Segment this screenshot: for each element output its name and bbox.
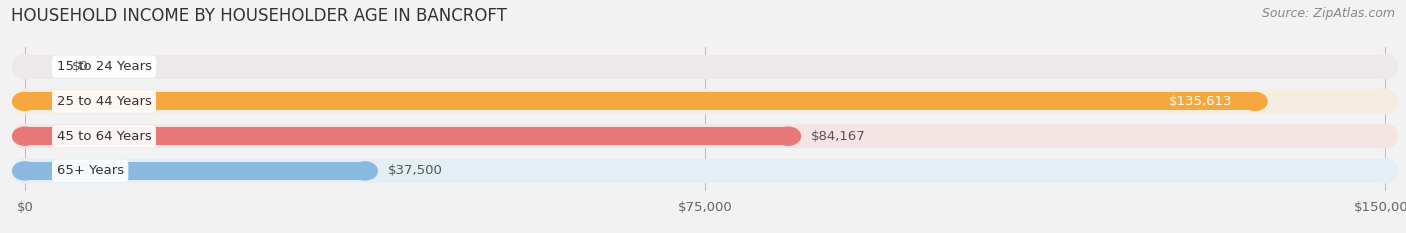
Ellipse shape (1374, 89, 1398, 114)
Text: 25 to 44 Years: 25 to 44 Years (56, 95, 152, 108)
Bar (25, 127, 789, 145)
Text: 45 to 64 Years: 45 to 64 Years (56, 130, 152, 143)
Bar (25, 93, 1256, 110)
Bar (25, 55, 1385, 79)
Ellipse shape (1374, 55, 1398, 79)
Text: HOUSEHOLD INCOME BY HOUSEHOLDER AGE IN BANCROFT: HOUSEHOLD INCOME BY HOUSEHOLDER AGE IN B… (11, 7, 508, 25)
Text: 15 to 24 Years: 15 to 24 Years (56, 60, 152, 73)
Ellipse shape (353, 162, 377, 180)
Bar (25, 89, 1385, 114)
Ellipse shape (13, 162, 37, 180)
Ellipse shape (13, 159, 37, 183)
Ellipse shape (1243, 93, 1267, 110)
Text: 65+ Years: 65+ Years (56, 164, 124, 177)
Bar (25, 124, 1385, 148)
Ellipse shape (1374, 159, 1398, 183)
Ellipse shape (13, 93, 37, 110)
Ellipse shape (1374, 124, 1398, 148)
Ellipse shape (13, 89, 37, 114)
Ellipse shape (13, 127, 37, 145)
Text: $84,167: $84,167 (811, 130, 866, 143)
Text: Source: ZipAtlas.com: Source: ZipAtlas.com (1261, 7, 1395, 20)
Text: $135,613: $135,613 (1168, 95, 1232, 108)
Ellipse shape (13, 55, 37, 79)
Bar (25, 159, 1385, 183)
Bar (25, 162, 366, 180)
Text: $0: $0 (72, 60, 89, 73)
Ellipse shape (13, 124, 37, 148)
Text: $37,500: $37,500 (388, 164, 443, 177)
Ellipse shape (776, 127, 800, 145)
